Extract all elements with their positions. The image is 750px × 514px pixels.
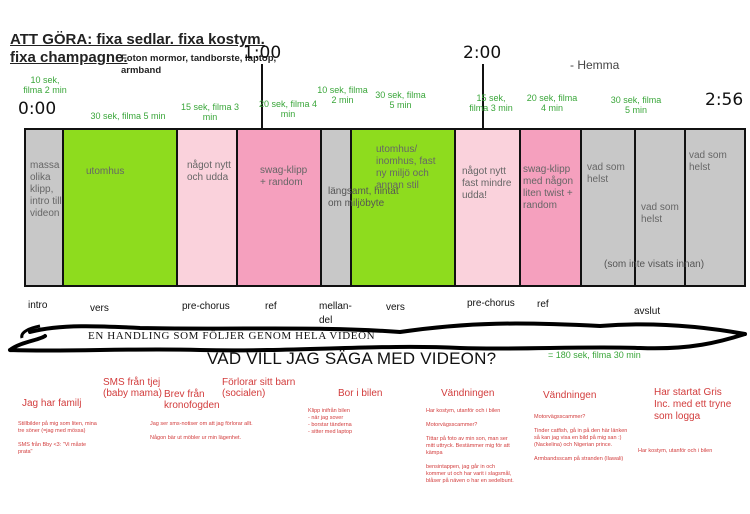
todo-subnote: Foton mormor, tandborste, laptop, armban… xyxy=(121,53,277,76)
segment-intro: massa olika klipp, intro till videon xyxy=(26,130,64,285)
duration-ref-2: 20 sek, filma 4 min xyxy=(526,93,578,113)
segment-avslut-text-1: vad som helst xyxy=(587,162,625,185)
segment-ref-2: swag-klipp med någon liten twist + rando… xyxy=(521,130,582,285)
scribble-loop xyxy=(8,321,747,353)
segment-vers-2: utomhus/ inomhus, fast ny miljö och anna… xyxy=(352,130,456,285)
duration-avslut: 30 sek, filma 5 min xyxy=(610,95,662,115)
segment-vers-1-text: utomhus xyxy=(86,166,125,177)
idea-brev-kronofogden-notes: Jag ser sms-notiser om att jag förlorar … xyxy=(150,421,253,441)
section-avslut: avslut xyxy=(634,306,661,317)
segment-ref-1-text: swag-klipp + random xyxy=(260,165,308,188)
hemma-note: - Hemma xyxy=(570,58,620,72)
segment-prechorus-2: något nytt fast mindre udda! xyxy=(456,130,521,285)
section-intro: intro xyxy=(28,300,48,311)
idea-gris-inc-notes: Har kostym, utanför och i bilen xyxy=(638,448,713,454)
duration-prechorus-1: 15 sek, filma 3 min xyxy=(180,102,240,122)
idea-vandningen-2: Vändningen xyxy=(543,390,597,401)
duration-vers-2: 30 sek, filma 5 min xyxy=(375,90,426,110)
idea-vandningen-2-notes: Motorvägsscammer? Tinder catfish, gå in … xyxy=(534,414,628,462)
main-question: VAD VILL JAG SÄGA MED VIDEON? xyxy=(207,349,497,368)
segment-avslut-3: vad som helst xyxy=(686,130,746,285)
duration-vers-1: 30 sek, filma 5 min xyxy=(90,111,166,121)
idea-vandningen-1: Vändningen xyxy=(441,388,495,399)
idea-bor-i-bilen: Bor i bilen xyxy=(338,388,383,399)
time-one-minute: 1:00 xyxy=(243,43,282,63)
time-start: 0:00 xyxy=(18,99,57,119)
segment-prechorus-1-text: något nytt och udda xyxy=(187,160,231,183)
segment-vers-1: utomhus xyxy=(64,130,178,285)
two-minute-marker xyxy=(482,64,484,128)
handling-text: EN HANDLING SOM FÖLJER GENOM HELA VIDEON xyxy=(88,330,376,342)
one-minute-marker xyxy=(261,64,263,128)
duration-mellandel: 10 sek, filma 2 min xyxy=(317,85,368,105)
segment-intro-text: massa olika klipp, intro till videon xyxy=(30,160,62,219)
idea-bor-i-bilen-notes: Klipp inifrån bilen - när jag sover - bo… xyxy=(308,408,353,435)
todo-line-2: fixa champagne. xyxy=(10,49,128,66)
section-ref-1: ref xyxy=(265,301,277,312)
section-vers-1: vers xyxy=(90,303,109,314)
total-duration: = 180 sek, filma 30 min xyxy=(548,350,641,360)
timeline: massa olika klipp, intro till videon uto… xyxy=(24,128,746,287)
segment-vers-2-text: utomhus/ inomhus, fast ny miljö och anna… xyxy=(376,144,436,191)
segment-prechorus-1: något nytt och udda xyxy=(178,130,238,285)
duration-intro: 10 sek, filma 2 min xyxy=(23,75,67,95)
idea-jag-har-familj: Jag har familj xyxy=(22,398,82,409)
segment-avslut-text-3: vad som helst xyxy=(689,150,727,173)
section-vers-2: vers xyxy=(386,302,405,313)
idea-vandningen-1-notes: Har kostym, utanför och i bilen Motorväg… xyxy=(426,408,514,484)
section-prechorus-2: pre-chorus xyxy=(467,298,515,309)
segment-avslut-2: vad som helst xyxy=(636,130,686,285)
todo-line-1: ATT GÖRA: fixa sedlar. fixa kostym. xyxy=(10,31,265,48)
segment-avslut-1: vad som helst xyxy=(582,130,636,285)
section-prechorus-1: pre-chorus xyxy=(182,301,230,312)
segment-mellandel-text: längsamt, hintat om miljöbyte xyxy=(328,186,399,209)
segment-prechorus-2-text: något nytt fast mindre udda! xyxy=(462,166,512,201)
duration-ref-1: 20 sek, filma 4 min xyxy=(258,99,318,119)
todo-heading: ATT GÖRA: fixa sedlar. fixa kostym. fixa… xyxy=(10,31,265,67)
idea-sms-fran-tjej: SMS från tjej (baby mama) xyxy=(103,377,162,399)
idea-jag-har-familj-notes: Stillbilder på mig som liten, mina tre s… xyxy=(18,421,97,455)
section-mellandel: mellan-del xyxy=(319,301,352,326)
segment-avslut-text-2: vad som helst xyxy=(641,202,679,225)
time-end: 2:56 xyxy=(705,90,744,110)
idea-gris-inc: Har startat Gris Inc. med ett tryne som … xyxy=(654,387,732,422)
segment-mellandel xyxy=(322,130,352,285)
duration-prechorus-2: 15 sek, filma 3 min xyxy=(469,93,513,113)
idea-forlorar-barn: Förlorar sitt barn (socialen) xyxy=(222,377,296,399)
idea-brev-kronofogden: Brev från kronofogden xyxy=(164,389,220,411)
segment-ref-2-text: swag-klipp med någon liten twist + rando… xyxy=(523,164,574,211)
section-ref-2: ref xyxy=(537,299,549,310)
avslut-note: (som inte visats innan) xyxy=(604,259,705,270)
time-two-minutes: 2:00 xyxy=(463,43,502,63)
segment-ref-1: swag-klipp + random xyxy=(238,130,322,285)
